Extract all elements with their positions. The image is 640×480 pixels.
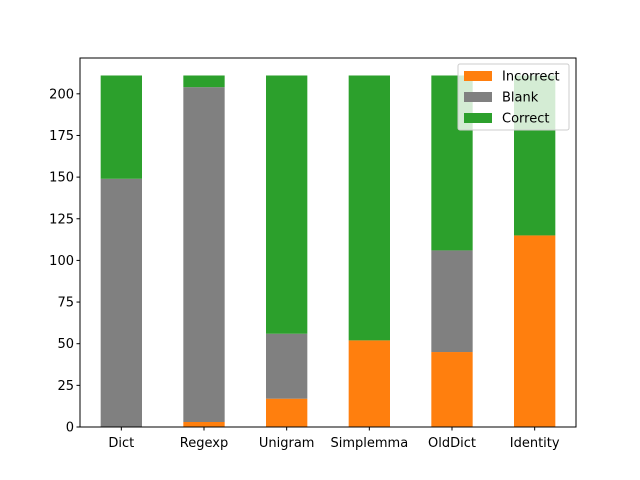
bar-blank-dict (100, 178, 142, 427)
y-tick-label: 200 (49, 87, 74, 102)
y-tick-label: 150 (49, 171, 74, 186)
bar-correct-dict (100, 75, 142, 179)
x-tick-label-olddict: OldDict (428, 436, 476, 451)
bar-correct-simplemma (348, 75, 390, 341)
y-tick-label: 0 (66, 421, 74, 436)
y-tick-label: 50 (57, 337, 74, 352)
bar-incorrect-olddict (431, 352, 473, 427)
y-tick-label: 25 (57, 379, 74, 394)
x-axis: Dict Regexp Unigram Simplemma OldDict Identit… (108, 427, 560, 451)
y-tick-label: 175 (49, 129, 74, 144)
y-tick-label: 100 (49, 254, 74, 269)
bar-incorrect-unigram (266, 398, 308, 427)
x-tick-label-identity: Identity (510, 436, 560, 451)
bar-incorrect-regexp (183, 422, 225, 427)
y-tick-label: 125 (49, 212, 74, 227)
bar-blank-olddict (431, 250, 473, 353)
bar-blank-unigram (266, 333, 308, 399)
bar-incorrect-identity (514, 235, 556, 427)
x-tick-label-unigram: Unigram (259, 436, 315, 451)
bar-blank-regexp (183, 87, 225, 423)
legend-swatch-correct (464, 113, 492, 123)
bar-correct-unigram (266, 75, 308, 334)
legend: Incorrect Blank Correct (457, 63, 570, 131)
legend-swatch-incorrect (464, 71, 492, 81)
legend-label-incorrect: Incorrect (502, 70, 560, 85)
y-axis: 0 25 50 75 100 125 150 175 200 (49, 87, 80, 436)
bar-correct-regexp (183, 75, 225, 88)
bar-incorrect-simplemma (348, 340, 390, 427)
legend-swatch-blank (464, 92, 492, 102)
legend-label-correct: Correct (502, 112, 549, 127)
x-tick-label-regexp: Regexp (180, 436, 228, 451)
y-tick-label: 75 (57, 296, 74, 311)
legend-label-blank: Blank (502, 91, 539, 106)
x-tick-label-simplemma: Simplemma (330, 436, 408, 451)
x-tick-label-dict: Dict (108, 436, 134, 451)
plot-frame (79, 57, 577, 428)
